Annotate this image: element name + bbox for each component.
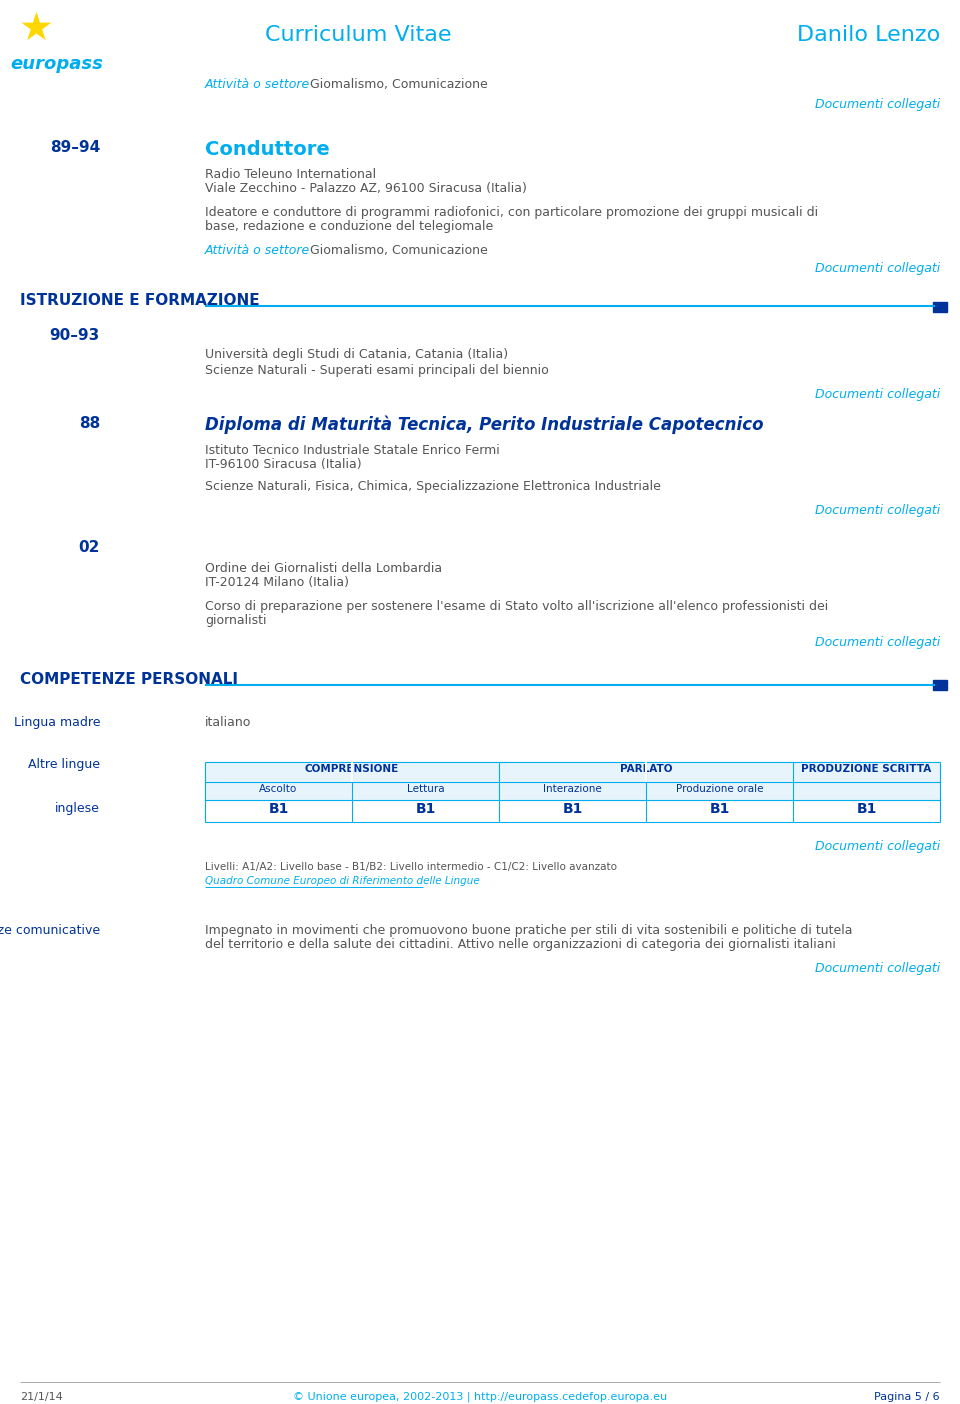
Text: PARLATO: PARLATO: [620, 764, 672, 774]
Text: IT-20124 Milano (Italia): IT-20124 Milano (Italia): [205, 576, 349, 590]
Text: 90–93: 90–93: [50, 329, 100, 343]
Text: B1: B1: [268, 802, 289, 816]
Text: Ideatore e conduttore di programmi radiofonici, con particolare promozione dei g: Ideatore e conduttore di programmi radio…: [205, 206, 818, 219]
Text: italiano: italiano: [205, 716, 252, 729]
Text: B1: B1: [709, 802, 730, 816]
Text: B1: B1: [563, 802, 583, 816]
Text: Documenti collegati: Documenti collegati: [815, 840, 940, 854]
Text: Università degli Studi di Catania, Catania (Italia): Università degli Studi di Catania, Catan…: [205, 348, 508, 361]
Text: PRODUZIONE SCRITTA: PRODUZIONE SCRITTA: [802, 764, 931, 774]
Text: inglese: inglese: [55, 802, 100, 814]
Text: Radio Teleuno International: Radio Teleuno International: [205, 168, 376, 181]
Text: Attività o settore: Attività o settore: [205, 244, 310, 257]
Bar: [933, 680, 947, 689]
Text: B1: B1: [856, 802, 876, 816]
Text: Scienze Naturali - Superati esami principali del biennio: Scienze Naturali - Superati esami princi…: [205, 364, 549, 378]
Text: Documenti collegati: Documenti collegati: [815, 636, 940, 649]
Text: Corso di preparazione per sostenere l'esame di Stato volto all'iscrizione all'el: Corso di preparazione per sostenere l'es…: [205, 600, 828, 614]
Text: COMPETENZE PERSONALI: COMPETENZE PERSONALI: [20, 673, 238, 687]
Text: Istituto Tecnico Industriale Statale Enrico Fermi: Istituto Tecnico Industriale Statale Enr…: [205, 444, 500, 456]
Text: IT-96100 Siracusa (Italia): IT-96100 Siracusa (Italia): [205, 458, 362, 470]
Text: 89–94: 89–94: [50, 140, 100, 154]
Text: Ordine dei Giornalisti della Lombardia: Ordine dei Giornalisti della Lombardia: [205, 562, 443, 576]
Bar: [205, 762, 940, 782]
Text: Attività o settore: Attività o settore: [205, 79, 310, 91]
Text: Documenti collegati: Documenti collegati: [815, 98, 940, 111]
Text: ISTRUZIONE E FORMAZIONE: ISTRUZIONE E FORMAZIONE: [20, 293, 259, 307]
Text: Livelli: A1/A2: Livello base - B1/B2: Livello intermedio - C1/C2: Livello avanza: Livelli: A1/A2: Livello base - B1/B2: Li…: [205, 862, 617, 872]
Text: 02: 02: [79, 541, 100, 555]
Bar: [205, 782, 940, 800]
Text: Produzione orale: Produzione orale: [676, 783, 763, 795]
Text: Viale Zecchino - Palazzo AZ, 96100 Siracusa (Italia): Viale Zecchino - Palazzo AZ, 96100 Sirac…: [205, 183, 527, 195]
Text: europass: europass: [10, 55, 103, 73]
Text: Curriculum Vitae: Curriculum Vitae: [265, 25, 451, 45]
Text: Ascolto: Ascolto: [259, 783, 298, 795]
Text: Conduttore: Conduttore: [205, 140, 329, 159]
Text: Quadro Comune Europeo di Riferimento delle Lingue: Quadro Comune Europeo di Riferimento del…: [205, 876, 480, 886]
Text: Competenze comunicative: Competenze comunicative: [0, 924, 100, 936]
Text: Giomalismo, Comunicazione: Giomalismo, Comunicazione: [310, 79, 488, 91]
Bar: [933, 302, 947, 312]
Text: B1: B1: [416, 802, 436, 816]
Text: 21/1/14: 21/1/14: [20, 1391, 62, 1403]
Text: base, redazione e conduzione del telegiomale: base, redazione e conduzione del telegio…: [205, 220, 493, 233]
Text: Lettura: Lettura: [407, 783, 444, 795]
Text: del territorio e della salute dei cittadini. Attivo nelle organizzazioni di cate: del territorio e della salute dei cittad…: [205, 938, 836, 951]
Text: Documenti collegati: Documenti collegati: [815, 388, 940, 402]
Text: Giomalismo, Comunicazione: Giomalismo, Comunicazione: [310, 244, 488, 257]
Text: Diploma di Maturità Tecnica, Perito Industriale Capotecnico: Diploma di Maturità Tecnica, Perito Indu…: [205, 416, 763, 434]
Text: COMPRENSIONE: COMPRENSIONE: [305, 764, 399, 774]
Text: Documenti collegati: Documenti collegati: [815, 263, 940, 275]
Text: 88: 88: [79, 416, 100, 431]
Text: Lingua madre: Lingua madre: [13, 716, 100, 729]
Text: Altre lingue: Altre lingue: [28, 758, 100, 771]
Text: Documenti collegati: Documenti collegati: [815, 504, 940, 517]
Text: giornalisti: giornalisti: [205, 614, 267, 628]
Text: Impegnato in movimenti che promuovono buone pratiche per stili di vita sostenibi: Impegnato in movimenti che promuovono bu…: [205, 924, 852, 936]
Text: © Unione europea, 2002-2013 | http://europass.cedefop.europa.eu: © Unione europea, 2002-2013 | http://eur…: [293, 1391, 667, 1403]
Text: Pagina 5 / 6: Pagina 5 / 6: [875, 1391, 940, 1403]
Text: Interazione: Interazione: [543, 783, 602, 795]
Text: ★: ★: [18, 10, 53, 48]
Text: Danilo Lenzo: Danilo Lenzo: [797, 25, 940, 45]
Text: Scienze Naturali, Fisica, Chimica, Specializzazione Elettronica Industriale: Scienze Naturali, Fisica, Chimica, Speci…: [205, 480, 660, 493]
Text: Documenti collegati: Documenti collegati: [815, 962, 940, 974]
